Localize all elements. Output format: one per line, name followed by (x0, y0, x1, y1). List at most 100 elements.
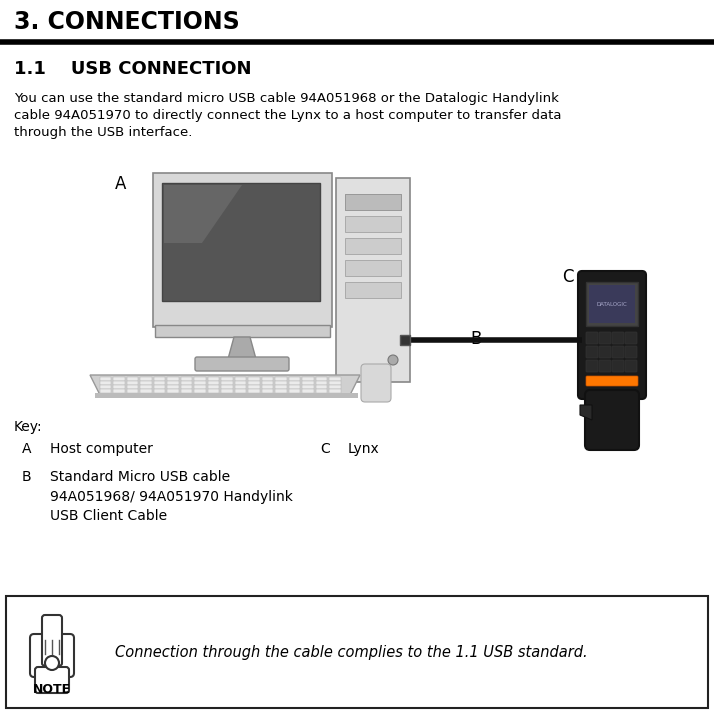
FancyBboxPatch shape (586, 376, 638, 386)
FancyBboxPatch shape (599, 332, 611, 344)
Text: Connection through the cable complies to the 1.1 USB standard.: Connection through the cable complies to… (115, 645, 588, 660)
FancyBboxPatch shape (345, 216, 401, 232)
FancyBboxPatch shape (288, 381, 301, 385)
Text: Lynx: Lynx (348, 442, 380, 456)
FancyBboxPatch shape (345, 194, 401, 210)
FancyBboxPatch shape (329, 381, 341, 385)
FancyBboxPatch shape (302, 381, 313, 385)
FancyBboxPatch shape (140, 389, 152, 393)
FancyBboxPatch shape (316, 389, 327, 393)
FancyBboxPatch shape (114, 377, 125, 381)
Circle shape (388, 355, 398, 365)
FancyBboxPatch shape (114, 381, 125, 385)
FancyBboxPatch shape (195, 357, 289, 371)
FancyBboxPatch shape (586, 346, 598, 358)
FancyBboxPatch shape (100, 381, 111, 385)
FancyBboxPatch shape (140, 377, 152, 381)
Circle shape (45, 656, 59, 670)
FancyBboxPatch shape (275, 381, 287, 385)
FancyBboxPatch shape (275, 389, 287, 393)
Polygon shape (90, 375, 360, 395)
FancyBboxPatch shape (126, 385, 139, 389)
FancyBboxPatch shape (585, 390, 639, 450)
FancyBboxPatch shape (208, 377, 219, 381)
Text: B: B (470, 330, 481, 348)
FancyBboxPatch shape (336, 178, 410, 382)
FancyBboxPatch shape (345, 194, 401, 210)
FancyBboxPatch shape (625, 346, 637, 358)
FancyBboxPatch shape (275, 377, 287, 381)
FancyBboxPatch shape (167, 385, 178, 389)
FancyBboxPatch shape (153, 173, 332, 327)
FancyBboxPatch shape (6, 596, 708, 708)
FancyBboxPatch shape (345, 238, 401, 254)
Polygon shape (95, 393, 358, 398)
FancyBboxPatch shape (612, 360, 624, 372)
Text: DATALOGIC: DATALOGIC (597, 301, 628, 306)
FancyBboxPatch shape (235, 389, 246, 393)
FancyBboxPatch shape (248, 381, 260, 385)
FancyBboxPatch shape (221, 377, 233, 381)
FancyBboxPatch shape (126, 381, 139, 385)
FancyBboxPatch shape (140, 385, 152, 389)
Text: A: A (22, 442, 31, 456)
FancyBboxPatch shape (140, 381, 152, 385)
Polygon shape (228, 337, 256, 359)
Text: Standard Micro USB cable
94A051968/ 94A051970 Handylink
USB Client Cable: Standard Micro USB cable 94A051968/ 94A0… (50, 470, 293, 523)
FancyBboxPatch shape (288, 389, 301, 393)
Text: A: A (115, 175, 126, 193)
FancyBboxPatch shape (194, 377, 206, 381)
FancyBboxPatch shape (248, 377, 260, 381)
FancyBboxPatch shape (208, 385, 219, 389)
FancyBboxPatch shape (235, 385, 246, 389)
FancyBboxPatch shape (316, 381, 327, 385)
FancyBboxPatch shape (194, 381, 206, 385)
FancyBboxPatch shape (194, 385, 206, 389)
FancyBboxPatch shape (167, 381, 178, 385)
FancyBboxPatch shape (262, 381, 273, 385)
FancyBboxPatch shape (586, 360, 598, 372)
FancyBboxPatch shape (114, 385, 125, 389)
Text: Host computer: Host computer (50, 442, 153, 456)
Text: NOTE: NOTE (33, 683, 71, 696)
Bar (400, 335, 410, 345)
FancyBboxPatch shape (345, 282, 401, 298)
Text: C: C (320, 442, 330, 456)
FancyBboxPatch shape (578, 271, 646, 399)
Polygon shape (164, 185, 242, 243)
FancyBboxPatch shape (248, 385, 260, 389)
FancyBboxPatch shape (167, 377, 178, 381)
FancyBboxPatch shape (625, 332, 637, 344)
FancyBboxPatch shape (35, 667, 69, 693)
Bar (589, 285, 635, 323)
FancyBboxPatch shape (181, 389, 192, 393)
FancyBboxPatch shape (114, 389, 125, 393)
FancyBboxPatch shape (167, 389, 178, 393)
Text: B: B (22, 470, 31, 484)
FancyBboxPatch shape (599, 346, 611, 358)
FancyBboxPatch shape (42, 615, 62, 666)
FancyBboxPatch shape (262, 385, 273, 389)
FancyBboxPatch shape (288, 385, 301, 389)
FancyBboxPatch shape (235, 377, 246, 381)
FancyBboxPatch shape (275, 385, 287, 389)
FancyBboxPatch shape (221, 385, 233, 389)
FancyBboxPatch shape (30, 634, 74, 677)
FancyBboxPatch shape (316, 385, 327, 389)
FancyBboxPatch shape (100, 377, 111, 381)
Text: 1.1    USB CONNECTION: 1.1 USB CONNECTION (14, 60, 251, 78)
Text: C: C (562, 268, 573, 286)
FancyBboxPatch shape (194, 389, 206, 393)
Text: 3. CONNECTIONS: 3. CONNECTIONS (14, 10, 240, 34)
FancyBboxPatch shape (248, 389, 260, 393)
FancyBboxPatch shape (235, 381, 246, 385)
FancyBboxPatch shape (302, 385, 313, 389)
Polygon shape (580, 405, 592, 420)
FancyBboxPatch shape (154, 377, 166, 381)
FancyBboxPatch shape (100, 385, 111, 389)
Text: through the USB interface.: through the USB interface. (14, 126, 192, 139)
FancyBboxPatch shape (221, 389, 233, 393)
FancyBboxPatch shape (345, 260, 401, 276)
FancyBboxPatch shape (329, 385, 341, 389)
FancyBboxPatch shape (329, 377, 341, 381)
